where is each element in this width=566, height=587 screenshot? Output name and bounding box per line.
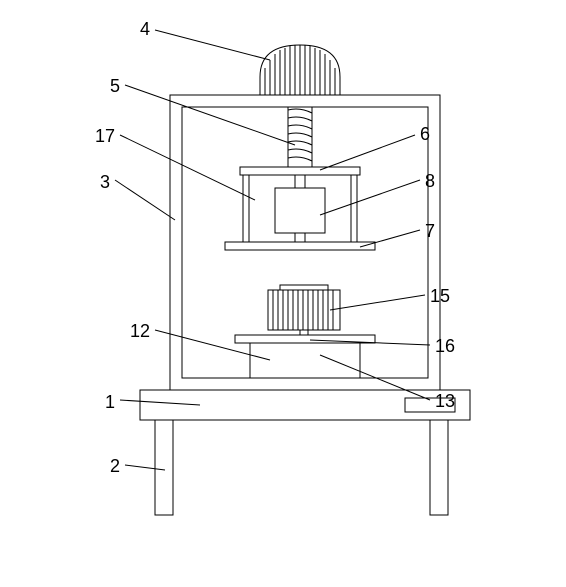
frame-left bbox=[243, 175, 249, 242]
pedestal bbox=[250, 343, 360, 378]
gear-top-plate bbox=[280, 285, 328, 290]
leader-2 bbox=[125, 465, 165, 470]
label-12: 12 bbox=[130, 321, 150, 341]
label-13: 13 bbox=[435, 391, 455, 411]
leg-left bbox=[155, 420, 173, 515]
label-8: 8 bbox=[425, 171, 435, 191]
gear-body bbox=[268, 290, 340, 330]
label-1: 1 bbox=[105, 392, 115, 412]
label-2: 2 bbox=[110, 456, 120, 476]
leg-right bbox=[430, 420, 448, 515]
table-top bbox=[140, 390, 470, 420]
gear-shaft bbox=[300, 330, 308, 335]
leader-17 bbox=[120, 135, 255, 200]
label-4: 4 bbox=[140, 19, 150, 39]
screw bbox=[288, 107, 312, 167]
label-3: 3 bbox=[100, 172, 110, 192]
center-block bbox=[275, 188, 325, 233]
leader-6 bbox=[320, 135, 415, 170]
leader-4 bbox=[155, 30, 270, 60]
label-6: 6 bbox=[420, 124, 430, 144]
technical-diagram: 4 5 17 3 6 8 7 15 12 16 1 13 2 bbox=[10, 10, 566, 577]
shaft-top bbox=[295, 175, 305, 188]
leader-3 bbox=[115, 180, 175, 220]
lower-plate bbox=[225, 242, 375, 250]
label-15: 15 bbox=[430, 286, 450, 306]
upper-plate bbox=[240, 167, 360, 175]
leader-8 bbox=[320, 180, 420, 215]
leader-7 bbox=[360, 230, 420, 247]
frame-right bbox=[351, 175, 357, 242]
label-7: 7 bbox=[425, 221, 435, 241]
label-5: 5 bbox=[110, 76, 120, 96]
label-16: 16 bbox=[435, 336, 455, 356]
shaft-bot bbox=[295, 233, 305, 242]
leader-15 bbox=[330, 295, 425, 310]
label-17: 17 bbox=[95, 126, 115, 146]
diagram-svg: 4 5 17 3 6 8 7 15 12 16 1 13 2 bbox=[10, 10, 566, 577]
leader-1 bbox=[120, 400, 200, 405]
